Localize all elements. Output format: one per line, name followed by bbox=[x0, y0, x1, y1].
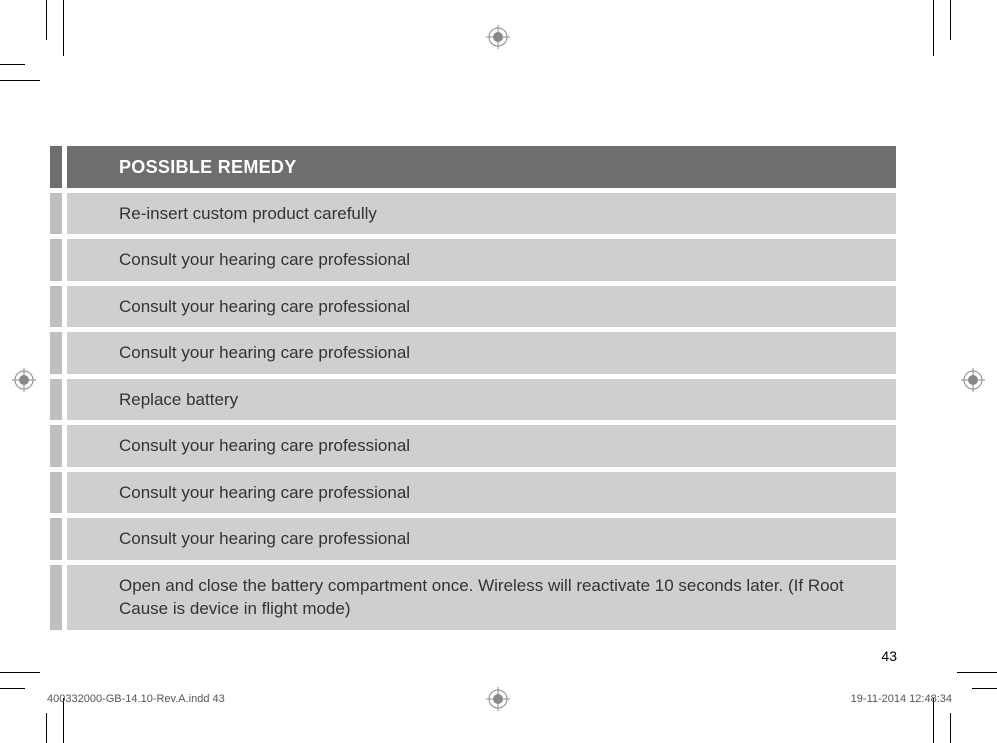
registration-mark-icon bbox=[486, 25, 510, 49]
row-text: Consult your hearing care professional bbox=[67, 239, 896, 280]
table-row: Consult your hearing care professional bbox=[50, 518, 896, 559]
row-text: Consult your hearing care professional bbox=[67, 472, 896, 513]
remedy-table: POSSIBLE REMEDY Re-insert custom product… bbox=[50, 146, 896, 630]
crop-mark bbox=[0, 80, 40, 81]
registration-mark-icon bbox=[12, 368, 36, 392]
row-text: Open and close the battery compartment o… bbox=[67, 565, 896, 630]
row-tab bbox=[50, 425, 62, 466]
crop-mark bbox=[0, 64, 25, 65]
crop-mark bbox=[46, 713, 47, 743]
table-row: Replace battery bbox=[50, 379, 896, 420]
table-row: Consult your hearing care professional bbox=[50, 286, 896, 327]
footer-filename: 400332000-GB-14.10-Rev.A.indd 43 bbox=[47, 693, 225, 705]
header-tab bbox=[50, 146, 62, 188]
crop-mark bbox=[972, 688, 997, 689]
row-tab bbox=[50, 193, 62, 234]
table-row: Consult your hearing care professional bbox=[50, 472, 896, 513]
table-row: Consult your hearing care professional bbox=[50, 332, 896, 373]
row-tab bbox=[50, 286, 62, 327]
crop-mark bbox=[63, 0, 64, 56]
crop-mark bbox=[957, 672, 997, 673]
crop-mark bbox=[933, 0, 934, 56]
registration-mark-icon bbox=[486, 687, 510, 711]
row-text: Re-insert custom product carefully bbox=[67, 193, 896, 234]
row-tab bbox=[50, 239, 62, 280]
row-tab bbox=[50, 472, 62, 513]
row-tab bbox=[50, 518, 62, 559]
crop-mark bbox=[0, 688, 25, 689]
row-tab bbox=[50, 332, 62, 373]
table-row: Open and close the battery compartment o… bbox=[50, 565, 896, 630]
row-text: Replace battery bbox=[67, 379, 896, 420]
footer-datetime: 19-11-2014 12:48:34 bbox=[851, 693, 952, 705]
row-tab bbox=[50, 565, 62, 630]
page-number: 43 bbox=[881, 648, 897, 664]
row-tab bbox=[50, 379, 62, 420]
table-header: POSSIBLE REMEDY bbox=[67, 146, 896, 188]
table-header-row: POSSIBLE REMEDY bbox=[50, 146, 896, 188]
row-text: Consult your hearing care professional bbox=[67, 518, 896, 559]
row-text: Consult your hearing care professional bbox=[67, 286, 896, 327]
crop-mark bbox=[950, 0, 951, 40]
table-row: Re-insert custom product carefully bbox=[50, 193, 896, 234]
table-row: Consult your hearing care professional bbox=[50, 239, 896, 280]
registration-mark-icon bbox=[961, 368, 985, 392]
crop-mark bbox=[0, 672, 40, 673]
table-row: Consult your hearing care professional bbox=[50, 425, 896, 466]
crop-mark bbox=[950, 713, 951, 743]
row-text: Consult your hearing care professional bbox=[67, 425, 896, 466]
row-text: Consult your hearing care professional bbox=[67, 332, 896, 373]
crop-mark bbox=[46, 0, 47, 40]
